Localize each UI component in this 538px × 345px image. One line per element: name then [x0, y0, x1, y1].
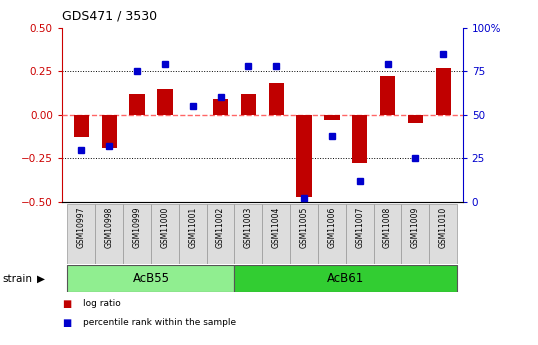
Text: strain: strain: [3, 274, 33, 284]
Bar: [123, 204, 151, 264]
Bar: [296, 115, 312, 197]
Bar: [67, 204, 95, 264]
Bar: [290, 204, 318, 264]
Text: GSM10998: GSM10998: [105, 207, 114, 248]
Text: GSM11000: GSM11000: [160, 207, 169, 248]
Text: log ratio: log ratio: [83, 299, 121, 308]
Bar: [74, 115, 89, 137]
Text: GSM11006: GSM11006: [327, 207, 336, 248]
Bar: [373, 204, 401, 264]
Text: GDS471 / 3530: GDS471 / 3530: [62, 9, 157, 22]
Text: GSM10999: GSM10999: [132, 207, 141, 248]
Text: GSM11003: GSM11003: [244, 207, 253, 248]
Bar: [268, 83, 284, 115]
Text: GSM11001: GSM11001: [188, 207, 197, 248]
Text: GSM11002: GSM11002: [216, 207, 225, 248]
Text: GSM11009: GSM11009: [411, 207, 420, 248]
Bar: [346, 204, 373, 264]
Bar: [95, 204, 123, 264]
Bar: [240, 94, 256, 115]
Text: ■: ■: [62, 318, 71, 327]
Text: AcB55: AcB55: [132, 272, 169, 285]
Bar: [436, 68, 451, 115]
Bar: [408, 115, 423, 124]
Bar: [318, 204, 346, 264]
Text: GSM11010: GSM11010: [438, 207, 448, 248]
Bar: [207, 204, 235, 264]
Bar: [151, 204, 179, 264]
Text: percentile rank within the sample: percentile rank within the sample: [83, 318, 237, 327]
Text: GSM11008: GSM11008: [383, 207, 392, 248]
Bar: [235, 265, 457, 292]
Text: ■: ■: [62, 299, 71, 308]
Bar: [179, 204, 207, 264]
Bar: [380, 76, 395, 115]
Text: GSM11005: GSM11005: [300, 207, 308, 248]
Bar: [324, 115, 339, 120]
Bar: [429, 204, 457, 264]
Text: AcB61: AcB61: [327, 272, 364, 285]
Bar: [213, 99, 228, 115]
Bar: [263, 204, 290, 264]
Bar: [352, 115, 367, 164]
Text: ▶: ▶: [37, 274, 45, 284]
Bar: [401, 204, 429, 264]
Text: GSM11004: GSM11004: [272, 207, 281, 248]
Text: GSM11007: GSM11007: [355, 207, 364, 248]
Bar: [102, 115, 117, 148]
Bar: [235, 204, 263, 264]
Text: GSM10997: GSM10997: [77, 207, 86, 248]
Bar: [157, 89, 173, 115]
Bar: [67, 265, 235, 292]
Bar: [129, 94, 145, 115]
